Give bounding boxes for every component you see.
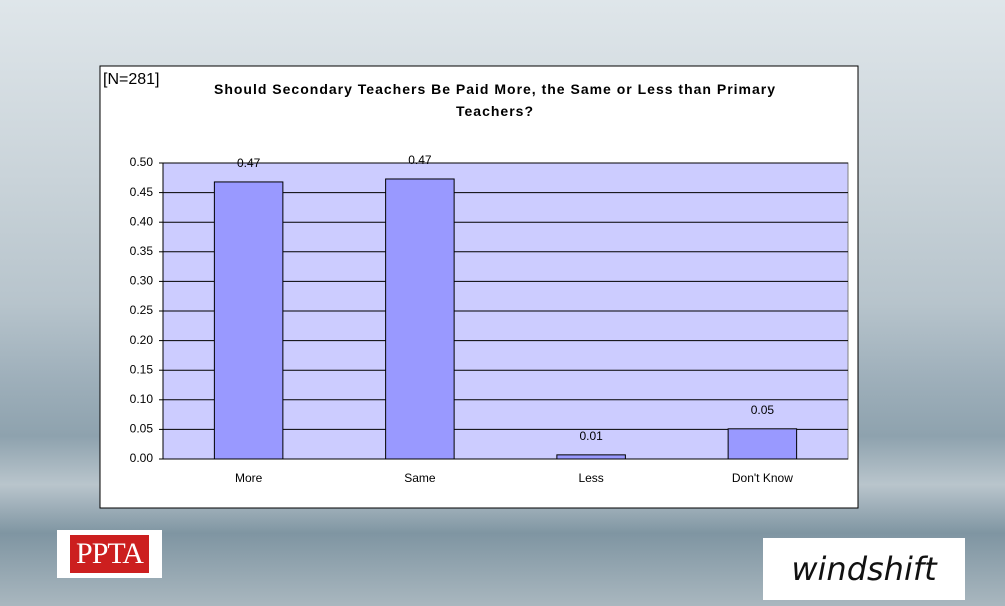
bar <box>385 178 455 460</box>
y-tick-label: 0.20 <box>130 333 154 347</box>
logo: windshift <box>763 538 965 600</box>
data-label: 0.01 <box>579 429 603 443</box>
data-label: 0.47 <box>408 153 432 167</box>
annotation: [N=281] <box>103 71 159 88</box>
y-tick-label: 0.15 <box>130 362 154 376</box>
y-tick-label: 0.05 <box>130 422 154 436</box>
y-tick-label: 0.45 <box>130 185 154 199</box>
x-tick-label: Same <box>404 471 436 485</box>
x-tick-label: Less <box>578 471 603 485</box>
y-tick-label: 0.30 <box>130 274 154 288</box>
logo-text: PPTA <box>70 535 149 573</box>
chart-title: Should Secondary Teachers Be Paid More, … <box>213 81 776 119</box>
x-tick-label: Don't Know <box>732 471 793 485</box>
y-tick-label: 0.00 <box>130 451 154 465</box>
bar <box>556 454 626 460</box>
bar <box>727 428 798 460</box>
x-tick-label: More <box>235 471 263 485</box>
y-tick-label: 0.25 <box>130 303 154 317</box>
y-tick-label: 0.40 <box>130 214 154 228</box>
logo: PPTA <box>57 530 162 578</box>
data-label: 0.05 <box>751 403 775 417</box>
bar <box>213 181 284 460</box>
y-tick-label: 0.50 <box>130 155 154 169</box>
y-tick-label: 0.10 <box>130 392 154 406</box>
data-label: 0.47 <box>237 156 261 170</box>
y-tick-label: 0.35 <box>130 244 154 258</box>
